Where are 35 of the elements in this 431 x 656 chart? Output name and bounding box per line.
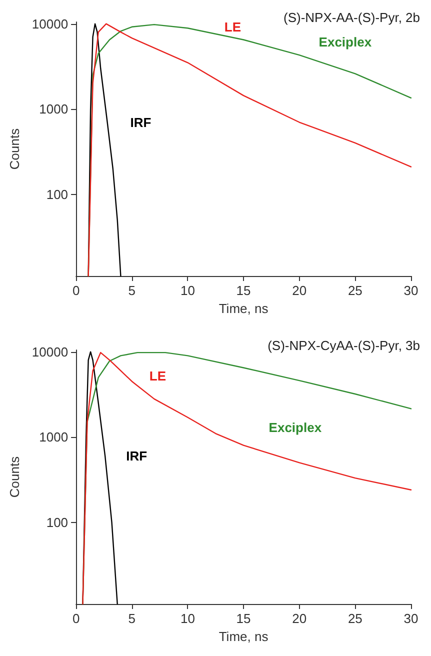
series-label: LE (149, 368, 166, 384)
line-series (82, 351, 118, 605)
x-tick-label: 10 (180, 611, 195, 626)
x-tick-label: 5 (128, 283, 136, 298)
line-series (82, 352, 412, 605)
x-tick-label: 30 (404, 283, 418, 298)
x-tick-label: 5 (128, 611, 136, 626)
x-tick-label: 15 (236, 611, 251, 626)
x-tick-label: 0 (72, 283, 80, 298)
x-tick-label: 20 (292, 283, 307, 298)
y-tick-label: 10000 (32, 16, 68, 32)
y-tick-label: 1000 (39, 102, 68, 117)
x-tick-label: 0 (72, 611, 80, 626)
x-axis-title: Time, ns (218, 629, 269, 644)
line-series (88, 23, 122, 277)
x-tick-label: 20 (292, 611, 307, 626)
x-tick-label: 25 (348, 283, 362, 298)
series-label: IRF (130, 114, 152, 130)
x-axis-title: Time, ns (218, 301, 269, 316)
x-tick-label: 10 (180, 283, 195, 298)
x-tick-label: 25 (348, 611, 362, 626)
series-label: Exciplex (318, 34, 372, 50)
y-tick-label: 10000 (32, 344, 68, 360)
chart-title: (S)-NPX-CyAA-(S)-Pyr, 3b (268, 338, 420, 353)
text: Exciplex (268, 420, 322, 435)
y-axis-title: Counts (7, 128, 22, 170)
y-tick-label: 100 (46, 514, 68, 530)
text: LE (224, 20, 242, 35)
x-tick-label: 15 (236, 283, 251, 298)
y-tick-label: 100 (46, 186, 68, 202)
x-tick-label: 30 (404, 611, 418, 626)
series-label: IRF (126, 448, 148, 464)
y-axis-title: Counts (7, 456, 22, 498)
y-tick-label: 1000 (39, 430, 68, 445)
chart-title: (S)-NPX-AA-(S)-Pyr, 2b (283, 10, 420, 25)
